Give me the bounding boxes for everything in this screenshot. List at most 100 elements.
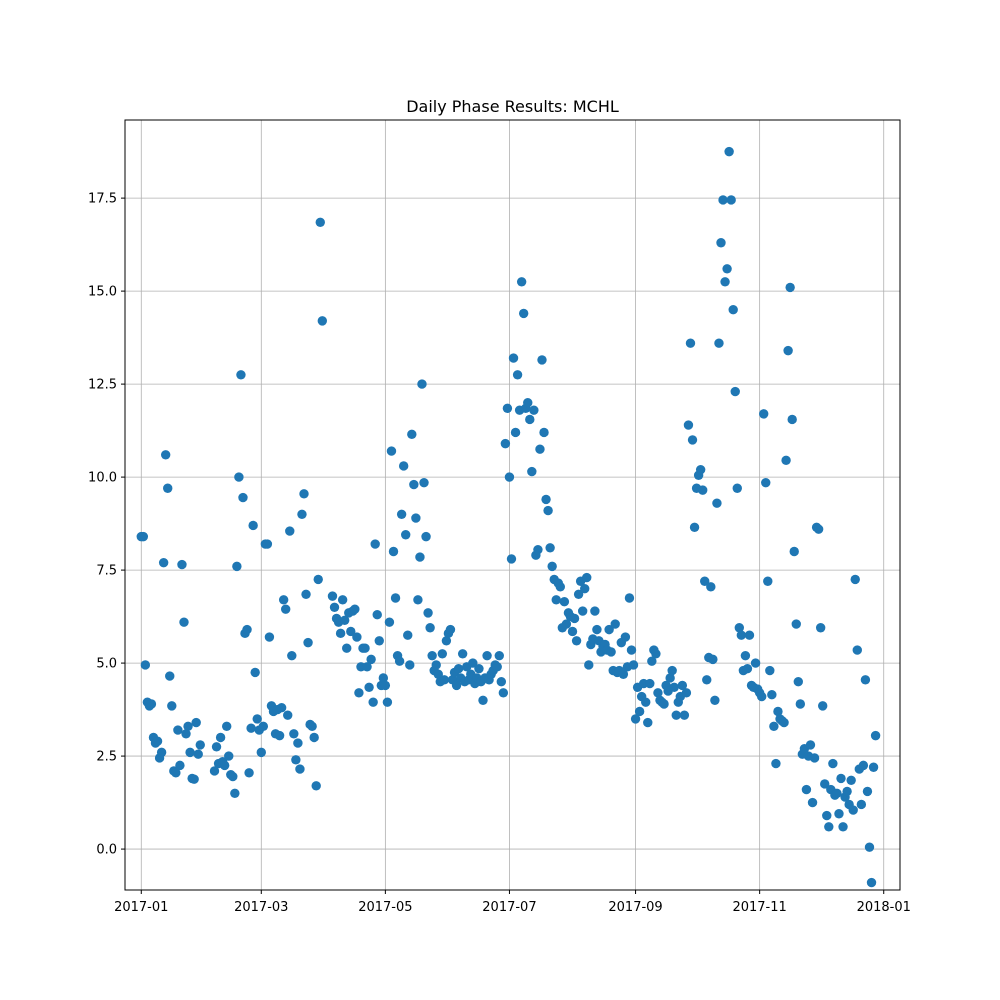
data-point bbox=[193, 749, 203, 759]
data-point bbox=[541, 494, 551, 505]
data-point bbox=[759, 409, 769, 419]
data-point bbox=[551, 595, 561, 605]
data-point bbox=[494, 650, 504, 661]
data-point bbox=[360, 643, 370, 653]
data-point bbox=[350, 604, 360, 614]
data-point bbox=[545, 543, 555, 553]
data-point bbox=[659, 699, 669, 709]
data-point bbox=[303, 637, 313, 648]
data-point bbox=[366, 654, 376, 665]
data-point bbox=[732, 483, 742, 493]
data-point bbox=[398, 461, 409, 471]
data-point bbox=[403, 630, 413, 640]
data-point bbox=[700, 576, 710, 586]
data-point bbox=[620, 632, 631, 642]
data-point bbox=[339, 615, 350, 626]
data-point bbox=[783, 345, 793, 356]
data-point bbox=[439, 675, 450, 685]
data-point bbox=[138, 531, 149, 542]
data-point bbox=[427, 650, 437, 661]
data-point bbox=[453, 663, 464, 674]
data-point bbox=[378, 673, 389, 683]
data-point bbox=[626, 645, 637, 655]
data-point bbox=[773, 706, 783, 717]
data-point bbox=[297, 509, 307, 519]
data-point bbox=[506, 554, 517, 564]
data-point bbox=[547, 561, 557, 572]
data-point bbox=[667, 665, 677, 676]
data-point bbox=[329, 602, 340, 612]
data-point bbox=[681, 688, 692, 698]
x-tick-label: 2017-03 bbox=[234, 900, 288, 915]
data-point bbox=[567, 626, 578, 637]
data-point bbox=[313, 574, 323, 585]
x-tick-label: 2017-07 bbox=[482, 900, 536, 915]
data-point bbox=[425, 623, 435, 633]
data-point bbox=[474, 663, 484, 674]
y-axis-ticks: 0.0 2.5 5.0 7.5 10.0 12.5 15.0 17.5 bbox=[88, 192, 125, 858]
data-point bbox=[335, 628, 346, 639]
data-point bbox=[228, 771, 238, 782]
data-point bbox=[384, 617, 395, 627]
data-point bbox=[697, 485, 708, 495]
y-tick-label: 5.0 bbox=[96, 657, 117, 672]
data-point bbox=[813, 524, 824, 534]
data-point bbox=[864, 842, 875, 852]
data-point bbox=[382, 697, 393, 707]
data-point bbox=[527, 466, 537, 477]
data-point bbox=[689, 522, 700, 533]
data-point bbox=[809, 753, 820, 763]
data-point bbox=[858, 760, 869, 771]
data-point bbox=[529, 405, 539, 415]
data-point bbox=[695, 464, 706, 475]
data-point bbox=[175, 760, 185, 771]
data-point bbox=[417, 379, 427, 389]
data-point bbox=[285, 526, 295, 536]
data-point bbox=[211, 742, 222, 752]
data-point bbox=[512, 370, 523, 380]
y-tick-label: 12.5 bbox=[88, 378, 117, 393]
data-point bbox=[716, 238, 726, 248]
data-point bbox=[396, 509, 407, 519]
data-point bbox=[795, 699, 806, 709]
data-point bbox=[315, 217, 325, 227]
x-tick-label: 2017-05 bbox=[358, 900, 412, 915]
data-points bbox=[136, 146, 881, 888]
data-point bbox=[368, 697, 378, 707]
data-point bbox=[834, 809, 844, 819]
data-point bbox=[590, 606, 600, 616]
data-point bbox=[516, 277, 527, 287]
data-point bbox=[352, 632, 362, 642]
data-point bbox=[740, 650, 751, 661]
data-point bbox=[289, 729, 299, 739]
data-point bbox=[230, 788, 240, 798]
data-point bbox=[311, 781, 321, 791]
data-point bbox=[370, 539, 380, 549]
data-point bbox=[195, 740, 205, 750]
data-point bbox=[832, 788, 842, 798]
data-point bbox=[189, 774, 199, 784]
data-point bbox=[862, 786, 873, 797]
data-point bbox=[787, 414, 797, 425]
data-point bbox=[779, 717, 789, 728]
data-point bbox=[209, 766, 220, 776]
data-point bbox=[828, 758, 838, 769]
data-point bbox=[510, 427, 521, 438]
data-point bbox=[569, 613, 580, 624]
data-point bbox=[561, 619, 572, 629]
data-point bbox=[824, 822, 834, 832]
data-point bbox=[185, 747, 195, 758]
chart-title: Daily Phase Results: MCHL bbox=[406, 97, 619, 116]
data-point bbox=[411, 513, 421, 523]
data-point bbox=[793, 676, 803, 687]
y-tick-label: 7.5 bbox=[96, 564, 117, 579]
data-point bbox=[539, 427, 549, 438]
data-point bbox=[219, 760, 230, 771]
data-point bbox=[307, 721, 317, 732]
data-point bbox=[856, 799, 867, 810]
data-point bbox=[518, 308, 529, 319]
data-point bbox=[224, 751, 234, 761]
data-point bbox=[734, 623, 745, 633]
data-point bbox=[769, 721, 779, 732]
data-point bbox=[634, 706, 645, 717]
